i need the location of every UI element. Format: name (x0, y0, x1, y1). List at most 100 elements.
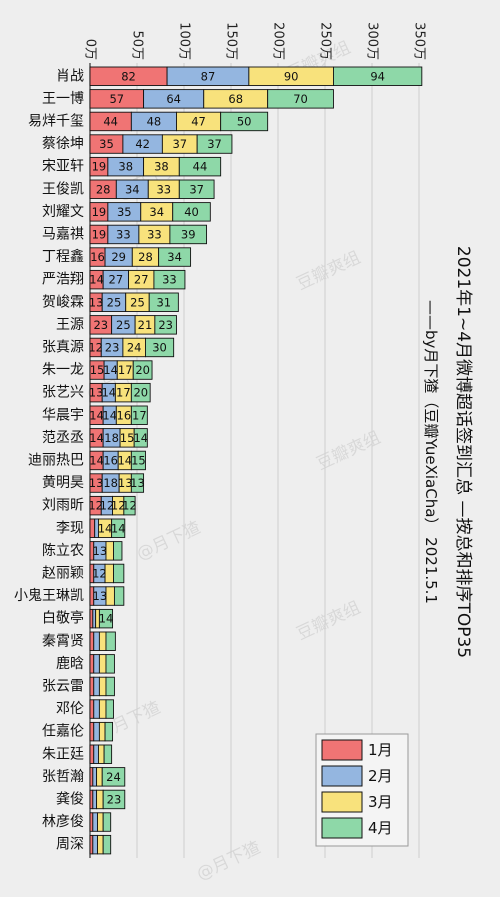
data-label: 23 (105, 340, 120, 354)
data-label: 38 (154, 160, 169, 174)
watermark-text: @月下猹 (134, 518, 204, 565)
data-label: 37 (172, 137, 187, 151)
category-label: 张云雷 (42, 678, 84, 694)
bar-segment (148, 292, 179, 312)
chart-title: 2021年1~4月微博超话签到汇总 —按总和排序TOP35 (453, 246, 473, 658)
data-label: 44 (193, 160, 208, 174)
data-label: 33 (162, 273, 177, 287)
bar-segment (153, 269, 186, 290)
data-label: 40 (184, 205, 199, 219)
legend-swatch (321, 817, 363, 839)
x-tick-label: 100万 (177, 22, 192, 60)
bar-segment (103, 744, 113, 764)
data-label: 13 (93, 544, 108, 558)
data-label: 13 (89, 476, 104, 490)
category-label: 林彦俊 (42, 814, 84, 830)
bar-segment (267, 89, 334, 109)
category-label: 秦霄贤 (42, 633, 84, 649)
bar-segment (105, 654, 115, 674)
x-tick-labels: 0万 50万 100万 150万 200万 250万 300万 350万 (83, 22, 427, 60)
category-label: 宋亚轩 (42, 159, 84, 175)
bar-segment (113, 586, 125, 606)
legend-swatch (321, 765, 363, 787)
bar-segment (111, 518, 126, 538)
bar-segment (130, 450, 146, 471)
data-label: 17 (116, 386, 131, 400)
bar-segment (172, 202, 211, 222)
data-label: 68 (228, 92, 243, 106)
x-tick-label: 50万 (130, 30, 145, 60)
data-label: 27 (134, 273, 149, 287)
category-label: 范丞丞 (42, 429, 84, 446)
data-label: 27 (109, 273, 124, 287)
bar-segment (123, 495, 136, 516)
bar-segment (89, 744, 95, 764)
data-label: 31 (156, 295, 171, 309)
data-label: 90 (284, 69, 299, 83)
bar-segment (98, 676, 107, 697)
bar-segment (98, 744, 105, 764)
bar-segment (89, 676, 95, 697)
data-labels: 82 87 90 94 57 64 68 70 44 48 47 50 35 42 37 37 19 38 38 44… (88, 69, 385, 806)
data-label: 33 (156, 182, 171, 196)
data-label: 42 (135, 137, 150, 151)
bar-segment (333, 66, 423, 86)
legend-label: 2月 (368, 767, 393, 785)
category-label: 龚俊 (56, 791, 84, 807)
bar-segment (178, 156, 222, 177)
data-label: 24 (106, 770, 121, 784)
data-label: 13 (130, 476, 145, 490)
data-label: 25 (116, 318, 131, 332)
data-label: 19 (92, 227, 107, 241)
category-label: 朱正廷 (42, 746, 84, 762)
bar-segment (98, 631, 107, 651)
data-label: 14 (111, 521, 126, 535)
data-label: 82 (121, 69, 136, 83)
legend-swatch (321, 791, 363, 813)
bar-segment (89, 654, 95, 674)
data-label: 14 (103, 363, 118, 377)
category-label: 黄明昊 (42, 474, 84, 491)
data-label: 87 (201, 69, 216, 83)
bar-segment (158, 247, 192, 267)
category-label: 邓伦 (56, 701, 84, 717)
category-label: 陈立农 (42, 542, 84, 559)
data-label: 15 (120, 431, 135, 445)
data-label: 33 (116, 227, 131, 241)
bar-segment (93, 744, 99, 764)
chart-subtitle: ——by月下猹（豆瓣YueXiaCha） 2021.5.1 (422, 300, 440, 604)
bar-segment (96, 767, 103, 787)
data-label: 12 (92, 566, 107, 580)
data-label: 37 (189, 182, 204, 196)
data-label: 14 (89, 273, 104, 287)
data-label: 23 (158, 318, 173, 332)
data-label: 13 (118, 476, 133, 490)
category-label: 朱一龙 (42, 362, 84, 378)
bars-layer (89, 66, 423, 855)
bar-segment (89, 721, 95, 742)
bar-segment (132, 360, 153, 380)
x-tick-label: 0万 (83, 39, 98, 60)
category-label: 蔡徐坤 (42, 136, 84, 152)
x-tick-label: 300万 (365, 22, 380, 60)
title-block: 2021年1~4月微博超话签到汇总 —按总和排序TOP35 ——by月下猹（豆瓣… (422, 246, 473, 658)
data-label: 14 (102, 408, 117, 422)
data-label: 34 (149, 205, 164, 219)
data-label: 34 (167, 250, 182, 264)
bar-segment (98, 654, 107, 674)
data-label: 18 (103, 476, 118, 490)
data-label: 17 (132, 408, 147, 422)
data-label: 25 (130, 295, 145, 309)
bar-segment (102, 789, 126, 810)
data-label: 14 (98, 521, 113, 535)
bar-segment (105, 699, 114, 719)
bar-segment (93, 721, 100, 742)
category-label: 赵丽颖 (42, 565, 84, 581)
data-label: 12 (111, 499, 126, 513)
legend-label: 1月 (368, 741, 393, 759)
bar-segment (105, 631, 116, 651)
bar-segment (96, 789, 104, 810)
data-label: 21 (138, 318, 153, 332)
category-label: 华晨宇 (42, 407, 84, 423)
bar-segment (92, 812, 98, 832)
